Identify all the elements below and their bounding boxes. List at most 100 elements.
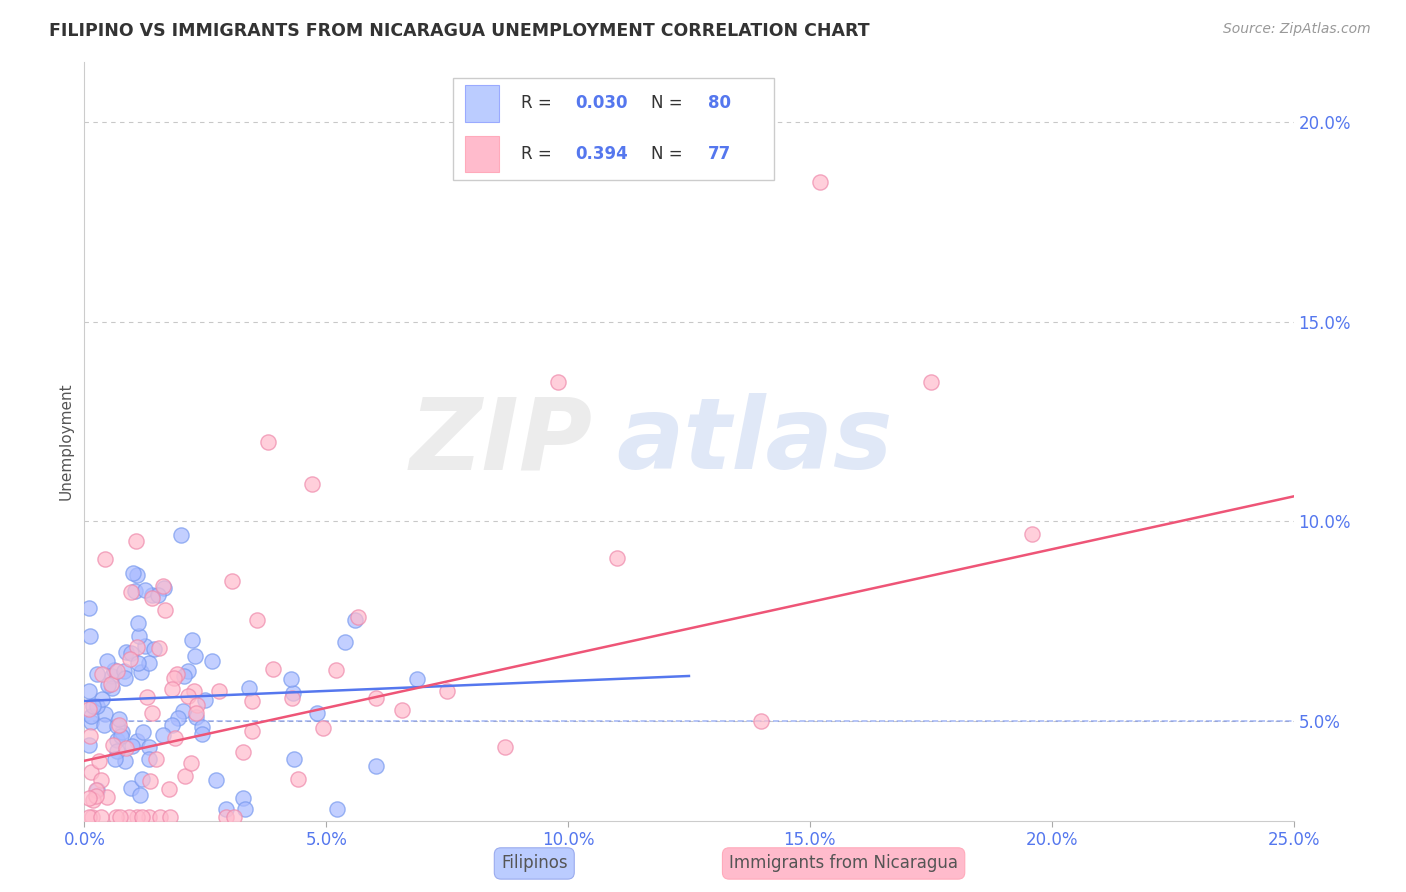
Text: atlas: atlas [616, 393, 893, 490]
Point [125, 568, 148, 582]
Point [283, 686, 305, 700]
Point [233, 802, 256, 816]
Point [121, 566, 143, 581]
Point [160, 681, 183, 696]
Point [77, 684, 100, 698]
Point [134, 639, 156, 653]
Point [173, 669, 195, 683]
Point [153, 581, 176, 595]
Point [138, 739, 160, 754]
Point [920, 375, 942, 389]
Text: 80: 80 [709, 95, 731, 112]
Text: N =: N = [651, 145, 689, 163]
Point [238, 681, 260, 695]
Point [141, 591, 163, 605]
Point [141, 588, 163, 602]
Point [221, 574, 243, 589]
Point [606, 551, 628, 566]
Point [232, 745, 254, 759]
Point [232, 791, 254, 805]
Point [77, 738, 100, 752]
Point [391, 703, 413, 717]
Point [364, 690, 387, 705]
Point [129, 665, 152, 679]
Point [344, 614, 367, 628]
Point [86, 782, 108, 797]
Point [186, 706, 208, 720]
Point [201, 654, 224, 668]
Point [177, 689, 200, 703]
Point [107, 712, 129, 726]
Point [194, 693, 217, 707]
Point [77, 790, 100, 805]
Point [125, 810, 148, 824]
Point [547, 375, 569, 389]
Point [79, 729, 101, 743]
Point [162, 671, 184, 685]
Point [240, 694, 263, 708]
Point [124, 584, 146, 599]
Point [84, 789, 107, 803]
Point [125, 734, 148, 748]
Point [148, 588, 170, 602]
Point [145, 751, 167, 765]
Point [139, 774, 162, 789]
Point [115, 741, 138, 756]
Point [115, 645, 138, 659]
Point [186, 709, 208, 723]
Point [86, 698, 108, 713]
Point [186, 698, 208, 712]
Point [77, 810, 100, 824]
Point [181, 633, 204, 648]
Point [152, 579, 174, 593]
Point [80, 709, 103, 723]
Point [160, 718, 183, 732]
Point [301, 476, 323, 491]
Point [287, 772, 309, 786]
Point [246, 613, 269, 627]
Point [100, 677, 122, 691]
Point [326, 802, 349, 816]
Point [283, 751, 305, 765]
Point [205, 773, 228, 788]
Text: R =: R = [520, 95, 557, 112]
Point [120, 584, 142, 599]
Point [120, 780, 142, 795]
Point [96, 654, 118, 668]
Point [405, 673, 427, 687]
Point [436, 683, 458, 698]
Point [138, 656, 160, 670]
FancyBboxPatch shape [465, 85, 499, 121]
Point [90, 666, 112, 681]
Point [132, 725, 155, 739]
Point [103, 663, 125, 677]
Point [240, 724, 263, 739]
Point [125, 533, 148, 548]
Point [159, 810, 181, 824]
Point [104, 810, 127, 824]
Point [131, 772, 153, 786]
Text: R =: R = [520, 145, 557, 163]
Point [153, 603, 176, 617]
Point [335, 635, 357, 649]
Text: Filipinos: Filipinos [501, 855, 568, 872]
Point [107, 717, 129, 731]
Point [77, 701, 100, 715]
Point [121, 739, 143, 753]
Point [114, 671, 136, 685]
Point [159, 781, 181, 796]
Point [169, 527, 191, 541]
Point [183, 683, 205, 698]
Point [86, 782, 108, 797]
Point [105, 664, 128, 678]
Point [127, 640, 149, 654]
Point [128, 629, 150, 643]
Point [82, 810, 104, 824]
Text: Source: ZipAtlas.com: Source: ZipAtlas.com [1223, 22, 1371, 37]
Point [138, 810, 160, 824]
Point [141, 706, 163, 720]
Point [110, 810, 132, 824]
Point [191, 727, 214, 741]
Point [142, 642, 165, 657]
Point [120, 646, 142, 660]
